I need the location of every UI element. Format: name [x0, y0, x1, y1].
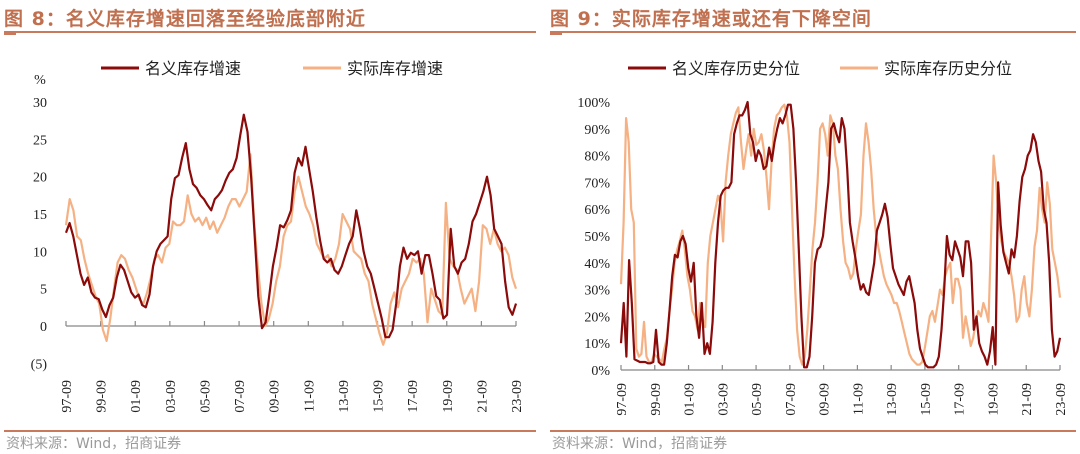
- x-tick-label: 99-09: [649, 383, 664, 416]
- legend-label: 实际库存历史分位: [884, 59, 1012, 78]
- x-tick-label: 03-09: [164, 380, 179, 413]
- series-line-real: [64, 153, 518, 346]
- x-tick-label: 13-09: [885, 383, 900, 416]
- y-tick-label: 20%: [584, 310, 610, 325]
- y-tick-label: 80%: [584, 150, 610, 165]
- x-tick-label: 01-09: [129, 380, 144, 413]
- y-tick-label: 15: [33, 208, 47, 223]
- series-line-real: [619, 103, 1062, 366]
- x-tick-label: 05-09: [750, 383, 765, 416]
- line-chart-nominal-inventory: % 30 25 20 15 10 5 0 (5) 97-09 99-09 01-09 03-09 05-0…: [31, 59, 525, 413]
- y-tick-label: 30%: [584, 284, 610, 299]
- x-tick-label: 21-09: [1020, 383, 1035, 416]
- y-tick-label: 100%: [577, 96, 610, 111]
- y-tick-label: 25: [33, 133, 47, 148]
- source-divider-right: [550, 430, 1076, 432]
- legend-label: 名义库存历史分位: [672, 59, 800, 78]
- x-tick-label: 21-09: [475, 380, 490, 413]
- x-tick-label: 99-09: [95, 380, 110, 413]
- source-note-left: 资料来源：Wind，招商证券: [6, 436, 182, 452]
- series-line-nominal: [64, 113, 518, 339]
- x-tick-label: 19-09: [441, 380, 456, 413]
- chart-panel-left: 图 8：名义库存增速回落至经验底部附近 % 30 25 20 15 10 5 0 (5) 97-0…: [4, 8, 536, 452]
- y-tick-label: 40%: [584, 257, 610, 272]
- x-tick-label: 23-09: [1054, 383, 1069, 416]
- y-tick-label: (5): [31, 357, 48, 372]
- x-tick-label: 11-09: [302, 380, 317, 412]
- x-tick-label: 97-09: [60, 380, 75, 413]
- figure-title-right: 图 9：实际库存增速或还有下降空间: [550, 8, 872, 30]
- x-tick-label: 07-09: [233, 380, 248, 413]
- x-tick-label: 17-09: [953, 383, 968, 416]
- y-tick-label: 0: [40, 320, 47, 335]
- x-tick-label: 13-09: [337, 380, 352, 413]
- line-chart-inventory-percentile: 100% 90% 80% 70% 60% 50% 40% 30% 20% 10% 0% 97-09 99…: [577, 59, 1069, 416]
- x-tick-label: 09-09: [268, 380, 283, 413]
- y-tick-label: 20: [33, 171, 47, 186]
- title-divider-mark-right: [550, 33, 562, 35]
- y-axis-unit-label: %: [34, 73, 46, 88]
- x-tick-label: 15-09: [919, 383, 934, 416]
- chart-panel-right: 图 9：实际库存增速或还有下降空间 100% 90% 80% 70% 60% 50% 40%…: [546, 0, 1080, 454]
- source-divider-left: [4, 430, 536, 432]
- y-tick-label: 60%: [584, 203, 610, 218]
- x-tick-label: 05-09: [198, 380, 213, 413]
- y-tick-label: 90%: [584, 123, 610, 138]
- y-tick-label: 30: [33, 96, 47, 111]
- x-tick-label: 23-09: [510, 380, 525, 413]
- figure-title-left: 图 8：名义库存增速回落至经验底部附近: [4, 8, 366, 30]
- title-divider-left: [4, 31, 536, 33]
- y-tick-label: 10: [33, 245, 47, 260]
- legend-label: 名义库存增速: [145, 59, 241, 78]
- series-line-nominal: [619, 100, 1062, 369]
- y-tick-label: 10%: [584, 337, 610, 352]
- x-tick-label: 11-09: [851, 383, 866, 415]
- y-tick-label: 50%: [584, 230, 610, 245]
- x-tick-label: 19-09: [986, 383, 1001, 416]
- y-tick-label: 5: [40, 283, 47, 298]
- source-note-right: 资料来源：Wind，招商证券: [552, 436, 728, 452]
- x-tick-label: 17-09: [406, 380, 421, 413]
- y-tick-label: 0%: [591, 364, 610, 379]
- x-tick-label: 01-09: [683, 383, 698, 416]
- x-tick-label: 07-09: [784, 383, 799, 416]
- x-tick-label: 15-09: [372, 380, 387, 413]
- title-divider-mark-left: [4, 33, 16, 35]
- x-tick-label: 97-09: [615, 383, 630, 416]
- x-tick-label: 03-09: [716, 383, 731, 416]
- title-divider-right: [550, 31, 1076, 33]
- y-tick-label: 70%: [584, 176, 610, 191]
- legend-label: 实际库存增速: [347, 59, 443, 78]
- x-tick-label: 09-09: [818, 383, 833, 416]
